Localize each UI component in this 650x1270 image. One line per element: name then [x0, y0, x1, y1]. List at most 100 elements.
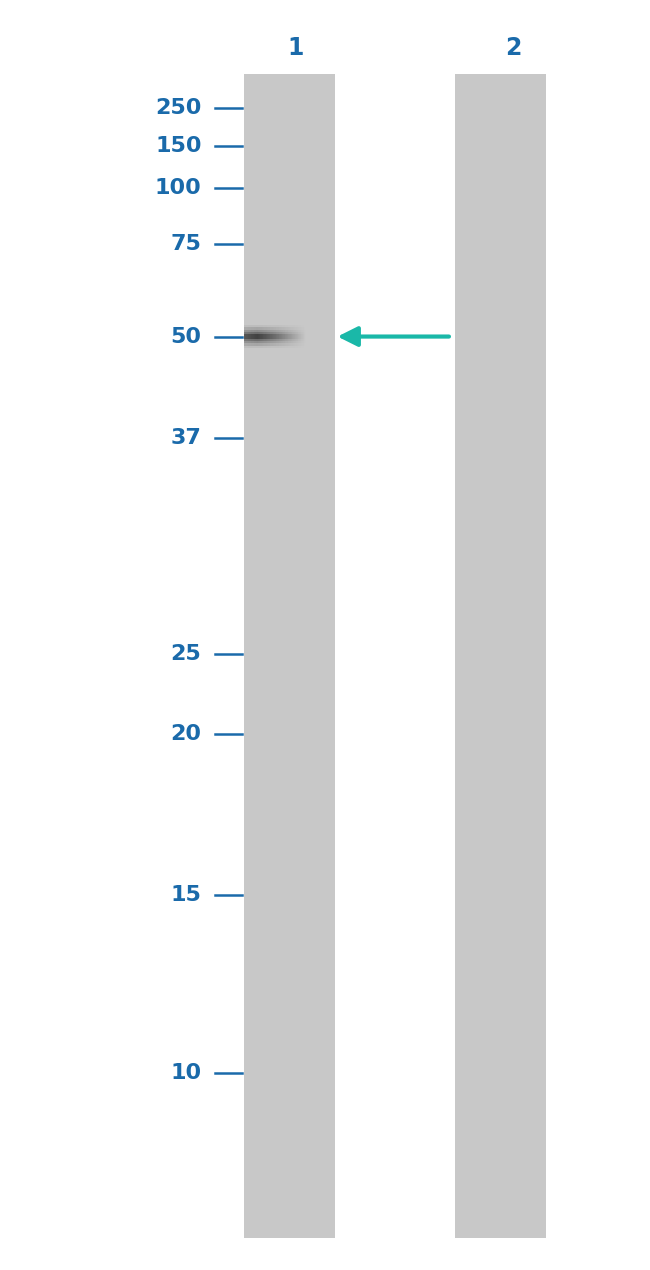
Bar — [307, 337, 308, 339]
Bar — [304, 325, 306, 328]
Bar — [298, 334, 299, 337]
Bar — [251, 345, 252, 348]
Bar — [258, 331, 259, 334]
Bar — [265, 325, 266, 328]
Bar — [289, 337, 290, 339]
Bar — [292, 325, 293, 328]
Bar — [264, 331, 265, 334]
Bar — [291, 339, 292, 342]
Bar — [244, 328, 245, 330]
Bar — [257, 334, 258, 337]
Bar — [327, 325, 328, 328]
Bar — [318, 339, 320, 342]
Bar — [292, 331, 293, 334]
Bar — [296, 328, 297, 330]
Bar — [249, 342, 250, 343]
Bar — [257, 331, 258, 334]
Bar — [316, 328, 317, 330]
Bar — [275, 334, 276, 337]
Bar — [321, 342, 322, 343]
Bar — [277, 334, 278, 337]
Bar — [257, 343, 258, 345]
Bar — [296, 337, 297, 339]
Bar — [290, 345, 291, 348]
Bar — [250, 331, 251, 334]
Bar — [277, 342, 278, 343]
Bar — [269, 342, 270, 343]
Bar — [263, 334, 264, 337]
Bar — [271, 331, 272, 334]
Bar — [278, 343, 279, 345]
Bar — [306, 330, 307, 331]
Bar — [321, 345, 322, 348]
Bar — [266, 330, 267, 331]
Bar — [261, 328, 262, 330]
Bar — [289, 339, 290, 342]
Bar — [273, 337, 274, 339]
Bar — [320, 331, 321, 334]
Bar — [309, 345, 310, 348]
Bar — [291, 325, 292, 328]
Bar — [292, 328, 293, 330]
Bar — [309, 339, 310, 342]
Bar — [266, 342, 267, 343]
Bar — [310, 331, 311, 334]
Bar — [284, 345, 285, 348]
Bar — [257, 325, 258, 328]
Bar — [293, 325, 294, 328]
Bar — [272, 343, 273, 345]
Bar — [322, 345, 324, 348]
Bar — [247, 339, 248, 342]
Bar — [309, 337, 310, 339]
Bar — [300, 342, 302, 343]
Bar — [288, 342, 289, 343]
Bar — [293, 343, 294, 345]
Bar — [295, 325, 296, 328]
Bar — [299, 325, 300, 328]
Bar — [330, 342, 331, 343]
Bar — [302, 345, 303, 348]
Bar — [326, 330, 327, 331]
Bar — [273, 328, 274, 330]
Bar — [284, 325, 285, 328]
Bar — [308, 325, 309, 328]
Bar — [253, 339, 254, 342]
Bar — [299, 345, 300, 348]
Bar — [260, 331, 261, 334]
Bar — [265, 337, 266, 339]
Bar — [313, 343, 315, 345]
Bar — [330, 345, 331, 348]
Bar — [334, 331, 335, 334]
Bar — [331, 345, 332, 348]
Bar — [315, 331, 316, 334]
Bar — [269, 339, 270, 342]
Bar — [277, 331, 278, 334]
Bar — [276, 328, 277, 330]
Bar — [290, 343, 291, 345]
Bar — [271, 325, 272, 328]
Bar — [265, 328, 266, 330]
Bar — [329, 339, 330, 342]
Bar — [298, 342, 299, 343]
Bar — [253, 334, 254, 337]
Bar — [279, 330, 280, 331]
Bar — [278, 339, 279, 342]
Bar — [260, 339, 261, 342]
Bar — [290, 331, 291, 334]
Bar — [256, 343, 257, 345]
Bar — [252, 342, 253, 343]
Bar — [320, 345, 321, 348]
Bar — [264, 330, 265, 331]
Bar — [268, 334, 269, 337]
Bar — [252, 334, 253, 337]
Bar — [283, 330, 284, 331]
Bar — [310, 345, 311, 348]
Bar — [281, 345, 282, 348]
Bar — [271, 343, 272, 345]
Bar — [291, 337, 292, 339]
Bar — [329, 345, 330, 348]
Bar — [262, 345, 263, 348]
Bar — [304, 345, 306, 348]
Bar — [245, 334, 246, 337]
Bar — [281, 334, 282, 337]
